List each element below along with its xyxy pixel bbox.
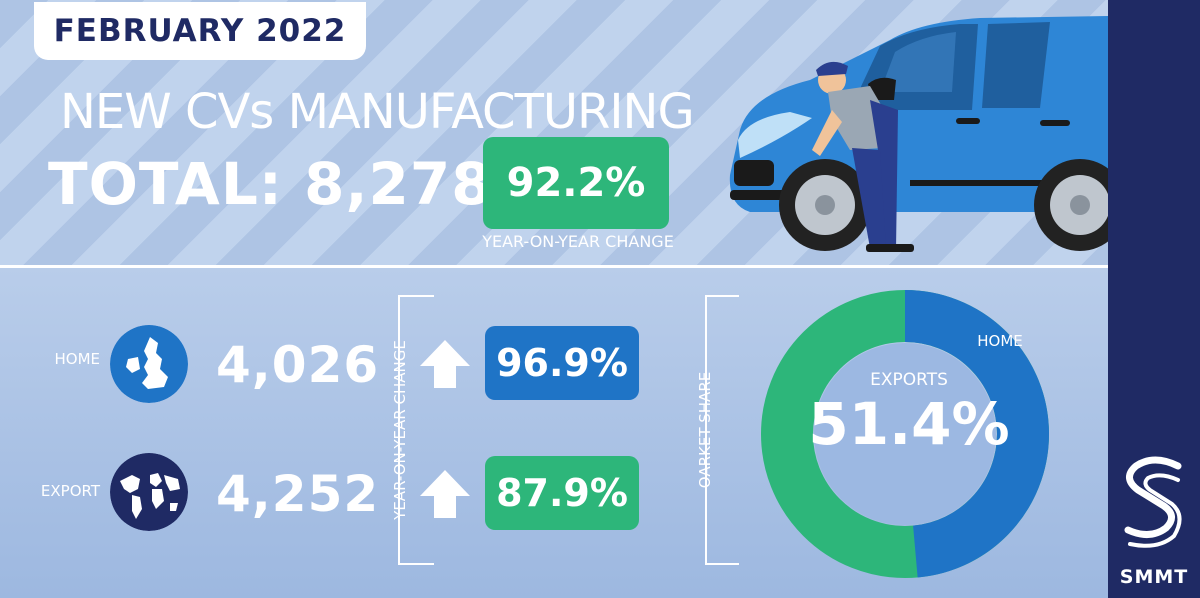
exports-share-value: 51.4% (808, 390, 1010, 458)
total-output: TOTAL: 8,278 (48, 150, 493, 218)
brand-name: SMMT (1119, 566, 1189, 588)
globe-icon (110, 453, 188, 531)
yoy-vertical-label: YEAR-ON-YEAR CHANGE (391, 340, 409, 520)
home-value: 4,026 (216, 336, 380, 394)
total-yoy-badge: 92.2% (483, 137, 669, 229)
arrow-up-icon (420, 470, 470, 518)
home-share-label: HOME (977, 332, 1023, 350)
home-label: HOME (54, 350, 100, 368)
exports-share-label: EXPORTS (870, 370, 948, 390)
yoy-bracket (398, 295, 402, 565)
export-yoy-badge: 87.9% (485, 456, 639, 530)
date-badge: FEBRUARY 2022 (34, 2, 366, 60)
home-yoy-badge: 96.9% (485, 326, 639, 400)
section-divider (0, 265, 1108, 268)
total-yoy-caption: YEAR-ON-YEAR CHANGE (482, 232, 674, 251)
smmt-logo-icon (1124, 456, 1182, 548)
arrow-up-icon (420, 340, 470, 388)
van-illustration (729, 16, 1108, 252)
market-share-donut (761, 290, 1049, 578)
page-title: NEW CVs MANUFACTURING (60, 84, 695, 140)
home-arc (904, 290, 1049, 578)
market-share-vertical-label: OARKET SHARE (696, 371, 714, 489)
export-value: 4,252 (216, 465, 380, 523)
export-label: EXPORT (40, 482, 100, 500)
uk-map-icon (110, 325, 188, 403)
market-share-bracket (705, 295, 709, 565)
